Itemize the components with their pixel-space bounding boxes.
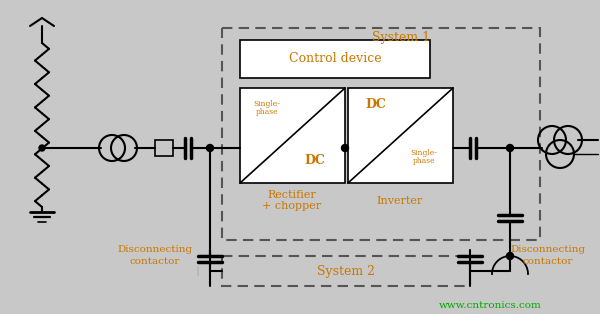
Text: Single-: Single- — [410, 149, 437, 157]
Text: contactor: contactor — [130, 257, 180, 266]
Circle shape — [206, 144, 214, 151]
Text: contactor: contactor — [523, 257, 573, 266]
Circle shape — [506, 252, 514, 259]
Text: Rectifier: Rectifier — [268, 190, 316, 200]
Text: + chopper: + chopper — [262, 201, 322, 211]
Text: System 2: System 2 — [317, 264, 375, 278]
Text: www.cntronics.com: www.cntronics.com — [439, 300, 541, 310]
Text: Inverter: Inverter — [377, 196, 423, 206]
Text: DC: DC — [305, 154, 325, 166]
Text: Control device: Control device — [289, 52, 382, 66]
Text: System 1: System 1 — [372, 31, 430, 45]
Text: Single-: Single- — [254, 100, 280, 108]
Text: Disconnecting: Disconnecting — [511, 246, 586, 255]
Circle shape — [39, 145, 45, 151]
Bar — [240, 88, 345, 183]
Bar — [348, 88, 453, 183]
Bar — [222, 28, 540, 240]
Text: phase: phase — [256, 108, 278, 116]
Text: DC: DC — [365, 98, 386, 111]
Bar — [155, 140, 173, 156]
Circle shape — [341, 144, 349, 151]
Bar — [222, 256, 470, 286]
Circle shape — [506, 144, 514, 151]
Text: Disconnecting: Disconnecting — [118, 246, 193, 255]
Bar — [240, 40, 430, 78]
Text: phase: phase — [413, 157, 436, 165]
